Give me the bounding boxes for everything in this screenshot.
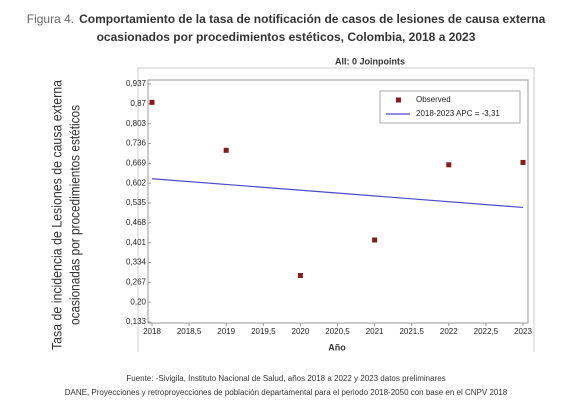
x-tick-label: 2022,5: [474, 327, 499, 336]
x-tick-label: 2019: [217, 327, 235, 336]
footer: Fuente: -Sivigila, Instituto Nacional de…: [126, 374, 445, 383]
legend-label: Observed: [416, 95, 451, 104]
title-line: ocasionados por procedimientos estéticos…: [97, 30, 476, 44]
x-tick-label: 2021: [366, 327, 384, 336]
y-tick-label: 0,267: [126, 277, 147, 286]
y-tick-label: 0,602: [126, 178, 147, 187]
y-tick-label: 0,401: [126, 238, 147, 247]
x-tick-label: 2023: [514, 327, 532, 336]
point: [149, 99, 155, 105]
trend-line: [151, 178, 524, 209]
x-tick-label: 2020: [292, 327, 310, 336]
x-tick-label: 2018: [143, 327, 161, 336]
title-line: Comportamiento de la tasa de notificació…: [79, 12, 545, 26]
footer: DANE, Proyecciones y retroproyecciones d…: [65, 388, 508, 397]
y-tick-label: 0,133: [126, 317, 147, 326]
y-axis-label: ocasionadas por procedimientos estéticos: [67, 105, 83, 325]
y-tick-label: 0,803: [126, 119, 147, 128]
x-axis-label: Año: [328, 342, 346, 352]
point: [520, 159, 526, 165]
y-tick-label: 0,937: [126, 79, 147, 88]
x-tick-label: 2019,5: [251, 327, 276, 336]
chart-title: Figura 4. Comportamiento de la tasa de no…: [27, 12, 546, 26]
legend-label: 2018-2023 APC = -3,31: [416, 109, 500, 118]
y-tick-label: 0,87: [130, 99, 146, 108]
point: [223, 147, 229, 153]
y-tick-label: 0,20: [130, 297, 146, 306]
x-tick-label: 2018,5: [177, 327, 202, 336]
y-tick-label: 0,535: [126, 198, 147, 207]
figure-label: Figura 4.: [27, 12, 74, 26]
legend-box: [379, 90, 521, 124]
point: [446, 162, 452, 168]
y-tick-label: 0,468: [126, 218, 147, 227]
mask: [0, 352, 573, 366]
point: [297, 273, 303, 279]
x-tick-label: 2021.5: [399, 327, 424, 336]
y-axis-label: Tasa de incidencia de Lesiones de causa …: [49, 80, 65, 350]
point: [372, 237, 378, 243]
y-tick-label: 0,334: [126, 258, 147, 267]
y-tick-label: 0,736: [126, 139, 147, 148]
subtitle: All: 0 Joinpoints: [335, 56, 405, 66]
legend-swatch: [396, 97, 401, 103]
y-tick-label: 0,669: [126, 158, 147, 167]
x-tick-label: 2022: [440, 327, 458, 336]
x-tick-label: 2020,5: [325, 327, 350, 336]
